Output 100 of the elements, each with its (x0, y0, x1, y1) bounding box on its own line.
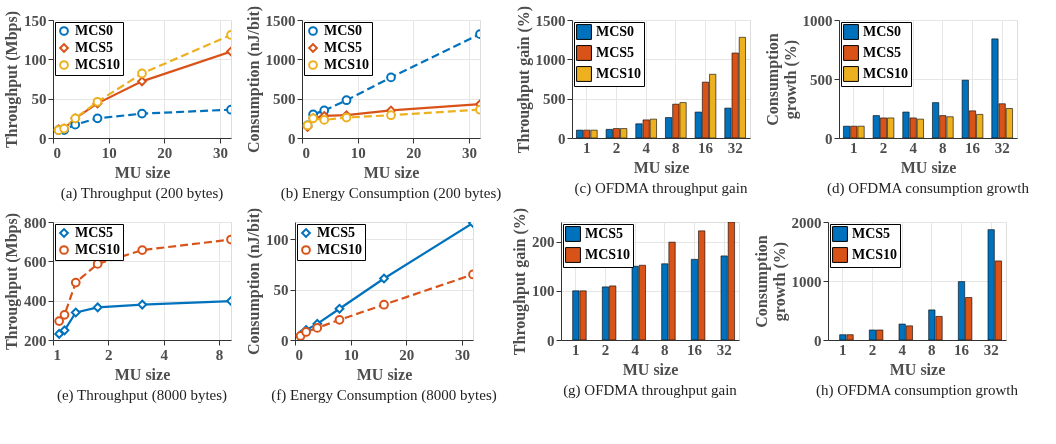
point (379, 273, 389, 284)
x-tick-label: 20 (157, 144, 173, 161)
x-tick-label: 1 (53, 346, 61, 363)
text: (b) Energy Consumption (200 bytes) (280, 185, 502, 202)
legend-label: MCS10 (852, 247, 898, 262)
legend-label: MCS10 (585, 247, 631, 262)
x-tick-label: 20 (406, 144, 422, 161)
x-tick-label: 1 (839, 341, 847, 358)
y-tick-label: 100 (266, 231, 289, 248)
x-tick-label: 0 (302, 144, 310, 161)
text: (a) Throughput (200 bytes) (60, 185, 224, 202)
y-tick-label: 100 (532, 283, 555, 300)
x-tick-label: 1 (583, 139, 591, 156)
point (137, 108, 147, 119)
x-axis-title: MU size (114, 365, 171, 383)
x-axis-title: MU size (363, 163, 420, 181)
legend-label: MCS0 (863, 24, 902, 39)
y-tick-label: 400 (24, 293, 47, 310)
x-tick-label: 8 (672, 139, 680, 156)
point (92, 113, 103, 124)
y-axis-title: Throughput gain (%) (511, 207, 529, 356)
y-tick-label: 50 (31, 91, 47, 108)
y-axis-title: Consumption growth (%) (763, 33, 800, 126)
text: (d) OFDMA consumption growth (826, 180, 1030, 197)
x-tick-label: 2 (879, 139, 888, 156)
x-tick-label: 10 (101, 144, 117, 161)
x-tick-label: 8 (215, 346, 224, 363)
x-axis-title: MU size (114, 163, 171, 181)
y-axis-title: Throughput gain (%) (514, 5, 533, 154)
point (319, 115, 330, 125)
y-tick-label: 2000 (791, 214, 822, 231)
point (379, 299, 389, 310)
legend-label: MCS0 (596, 24, 635, 39)
y-tick-label: 500 (273, 91, 296, 108)
x-tick-label: 2 (612, 139, 621, 156)
legend-label: MCS5 (75, 225, 114, 240)
point (334, 314, 345, 325)
x-tick-label: 10 (343, 346, 359, 363)
x-tick-label: 2 (601, 341, 610, 358)
x-tick-label: 16 (954, 341, 970, 358)
y-tick-label: 1000 (265, 51, 296, 68)
point (386, 72, 396, 83)
x-tick-label: 0 (53, 144, 61, 161)
x-tick-label: 4 (160, 346, 169, 363)
x-tick-label: 32 (727, 139, 743, 156)
text: (c) OFDMA throughput gain (574, 180, 748, 197)
x-tick-label: 2 (868, 341, 877, 358)
x-tick-label: 30 (212, 144, 228, 161)
x-tick-label: 1 (572, 341, 580, 358)
y-tick-label: 200 (532, 234, 555, 251)
y-tick-label: 600 (24, 253, 47, 270)
legend-label: MCS10 (324, 57, 370, 72)
y-axis-title: Consumption growth (%) (752, 235, 789, 328)
y-axis-title: Consumption (nJ/bit) (245, 207, 263, 356)
x-tick-label: 16 (687, 341, 703, 358)
x-tick-label: 4 (642, 139, 651, 156)
legend-label: MCS10 (596, 66, 642, 81)
y-axis-title: Throughput (Mbps) (3, 10, 21, 149)
x-tick-label: 32 (983, 341, 999, 358)
x-tick-label: 10 (350, 144, 366, 161)
x-tick-label: 16 (698, 139, 714, 156)
x-tick-label: 2 (105, 346, 113, 363)
legend-label: MCS5 (75, 40, 114, 55)
x-tick-label: 30 (461, 144, 477, 161)
legend-label: MCS10 (75, 57, 121, 72)
legend-label: MCS5 (585, 226, 624, 241)
y-tick-label: 1500 (535, 12, 566, 29)
x-tick-label: 8 (928, 341, 936, 358)
legend-label: MCS5 (317, 225, 356, 240)
x-tick-label: 30 (454, 346, 470, 363)
x-tick-label: 4 (909, 139, 918, 156)
text: (g) OFDMA throughput gain (563, 382, 738, 399)
text: (h) OFDMA consumption growth (815, 382, 1019, 399)
legend-label: MCS10 (75, 242, 121, 257)
y-tick-label: 50 (273, 282, 289, 299)
y-tick-label: 150 (24, 12, 47, 29)
y-tick-label: 1000 (535, 51, 566, 68)
point (334, 303, 345, 314)
legend-label: MCS0 (75, 23, 114, 38)
x-axis-title: MU size (889, 360, 946, 378)
x-axis-title: MU size (633, 158, 690, 176)
x-tick-label: 32 (716, 341, 732, 358)
y-tick-label: 800 (24, 214, 47, 231)
x-tick-label: 8 (939, 139, 947, 156)
x-tick-label: 16 (965, 139, 981, 156)
y-axis-title: Consumption (nJ/bit) (244, 5, 263, 154)
y-tick-label: 100 (24, 51, 47, 68)
x-axis-title: MU size (900, 158, 957, 176)
point (386, 110, 396, 121)
x-tick-label: 4 (898, 341, 907, 358)
point (341, 95, 352, 106)
x-tick-label: 8 (661, 341, 669, 358)
legend-label: MCS5 (863, 45, 902, 60)
y-tick-label: 1000 (802, 12, 833, 29)
x-axis-title: MU size (622, 360, 679, 378)
x-tick-label: 4 (631, 341, 640, 358)
y-tick-label: 1000 (791, 273, 822, 290)
legend-label: MCS5 (324, 40, 363, 55)
y-tick-label: 500 (543, 91, 566, 108)
x-tick-label: 32 (994, 139, 1010, 156)
